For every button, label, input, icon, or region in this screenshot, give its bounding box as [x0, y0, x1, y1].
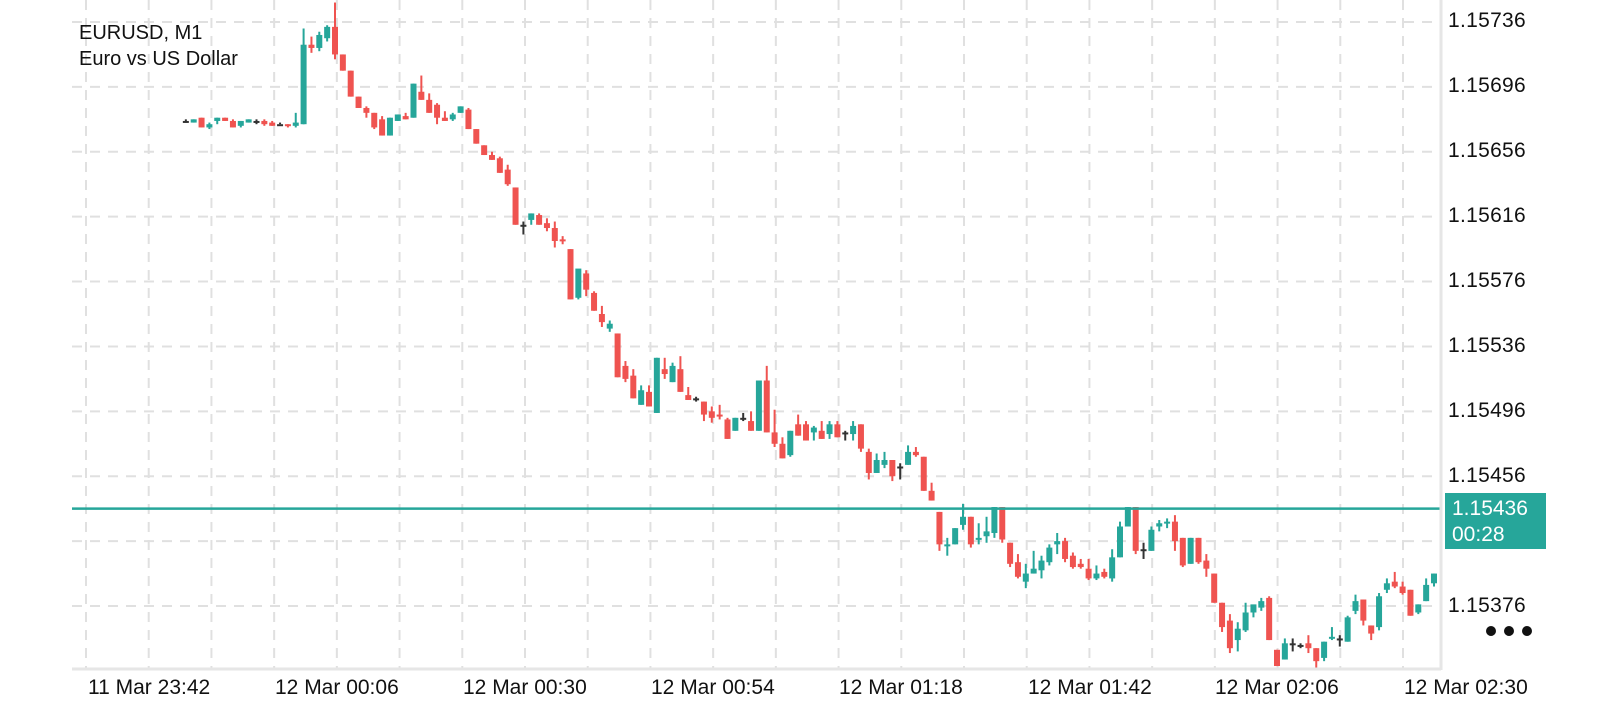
current-price-badge: 1.15436 00:28 [1445, 493, 1546, 549]
price-tick: 1.15736 [1448, 9, 1527, 32]
time-tick: 12 Mar 00:30 [463, 676, 587, 699]
symbol-description: Euro vs US Dollar [79, 48, 238, 70]
current-price-value: 1.15436 [1452, 497, 1528, 520]
time-tick: 12 Mar 02:06 [1215, 676, 1339, 699]
time-tick: 12 Mar 01:18 [839, 676, 963, 699]
price-tick: 1.15496 [1448, 399, 1527, 422]
chart-grid [72, 0, 1440, 668]
time-tick: 11 Mar 23:42 [88, 676, 211, 699]
more-dots-icon [1522, 626, 1532, 636]
price-tick: 1.15376 [1448, 594, 1527, 617]
price-tick: 1.15696 [1448, 74, 1527, 97]
more-options-button[interactable] [1486, 626, 1532, 636]
time-tick: 12 Mar 00:54 [651, 676, 775, 699]
symbol-info: EURUSD, M1 Euro vs US Dollar [79, 20, 238, 72]
price-tick: 1.15656 [1448, 139, 1527, 162]
time-tick: 12 Mar 00:06 [275, 676, 399, 699]
price-tick: 1.15456 [1448, 464, 1527, 487]
more-dots-icon [1486, 626, 1496, 636]
candles [182, 2, 1437, 668]
price-tick: 1.15576 [1448, 269, 1527, 292]
bar-countdown: 00:28 [1452, 523, 1505, 546]
price-tick: 1.15536 [1448, 334, 1527, 357]
price-tick: 1.15616 [1448, 204, 1527, 227]
symbol-title: EURUSD, M1 [79, 22, 203, 44]
time-tick: 12 Mar 02:30 [1404, 676, 1528, 699]
time-tick: 12 Mar 01:42 [1028, 676, 1152, 699]
more-dots-icon [1504, 626, 1514, 636]
